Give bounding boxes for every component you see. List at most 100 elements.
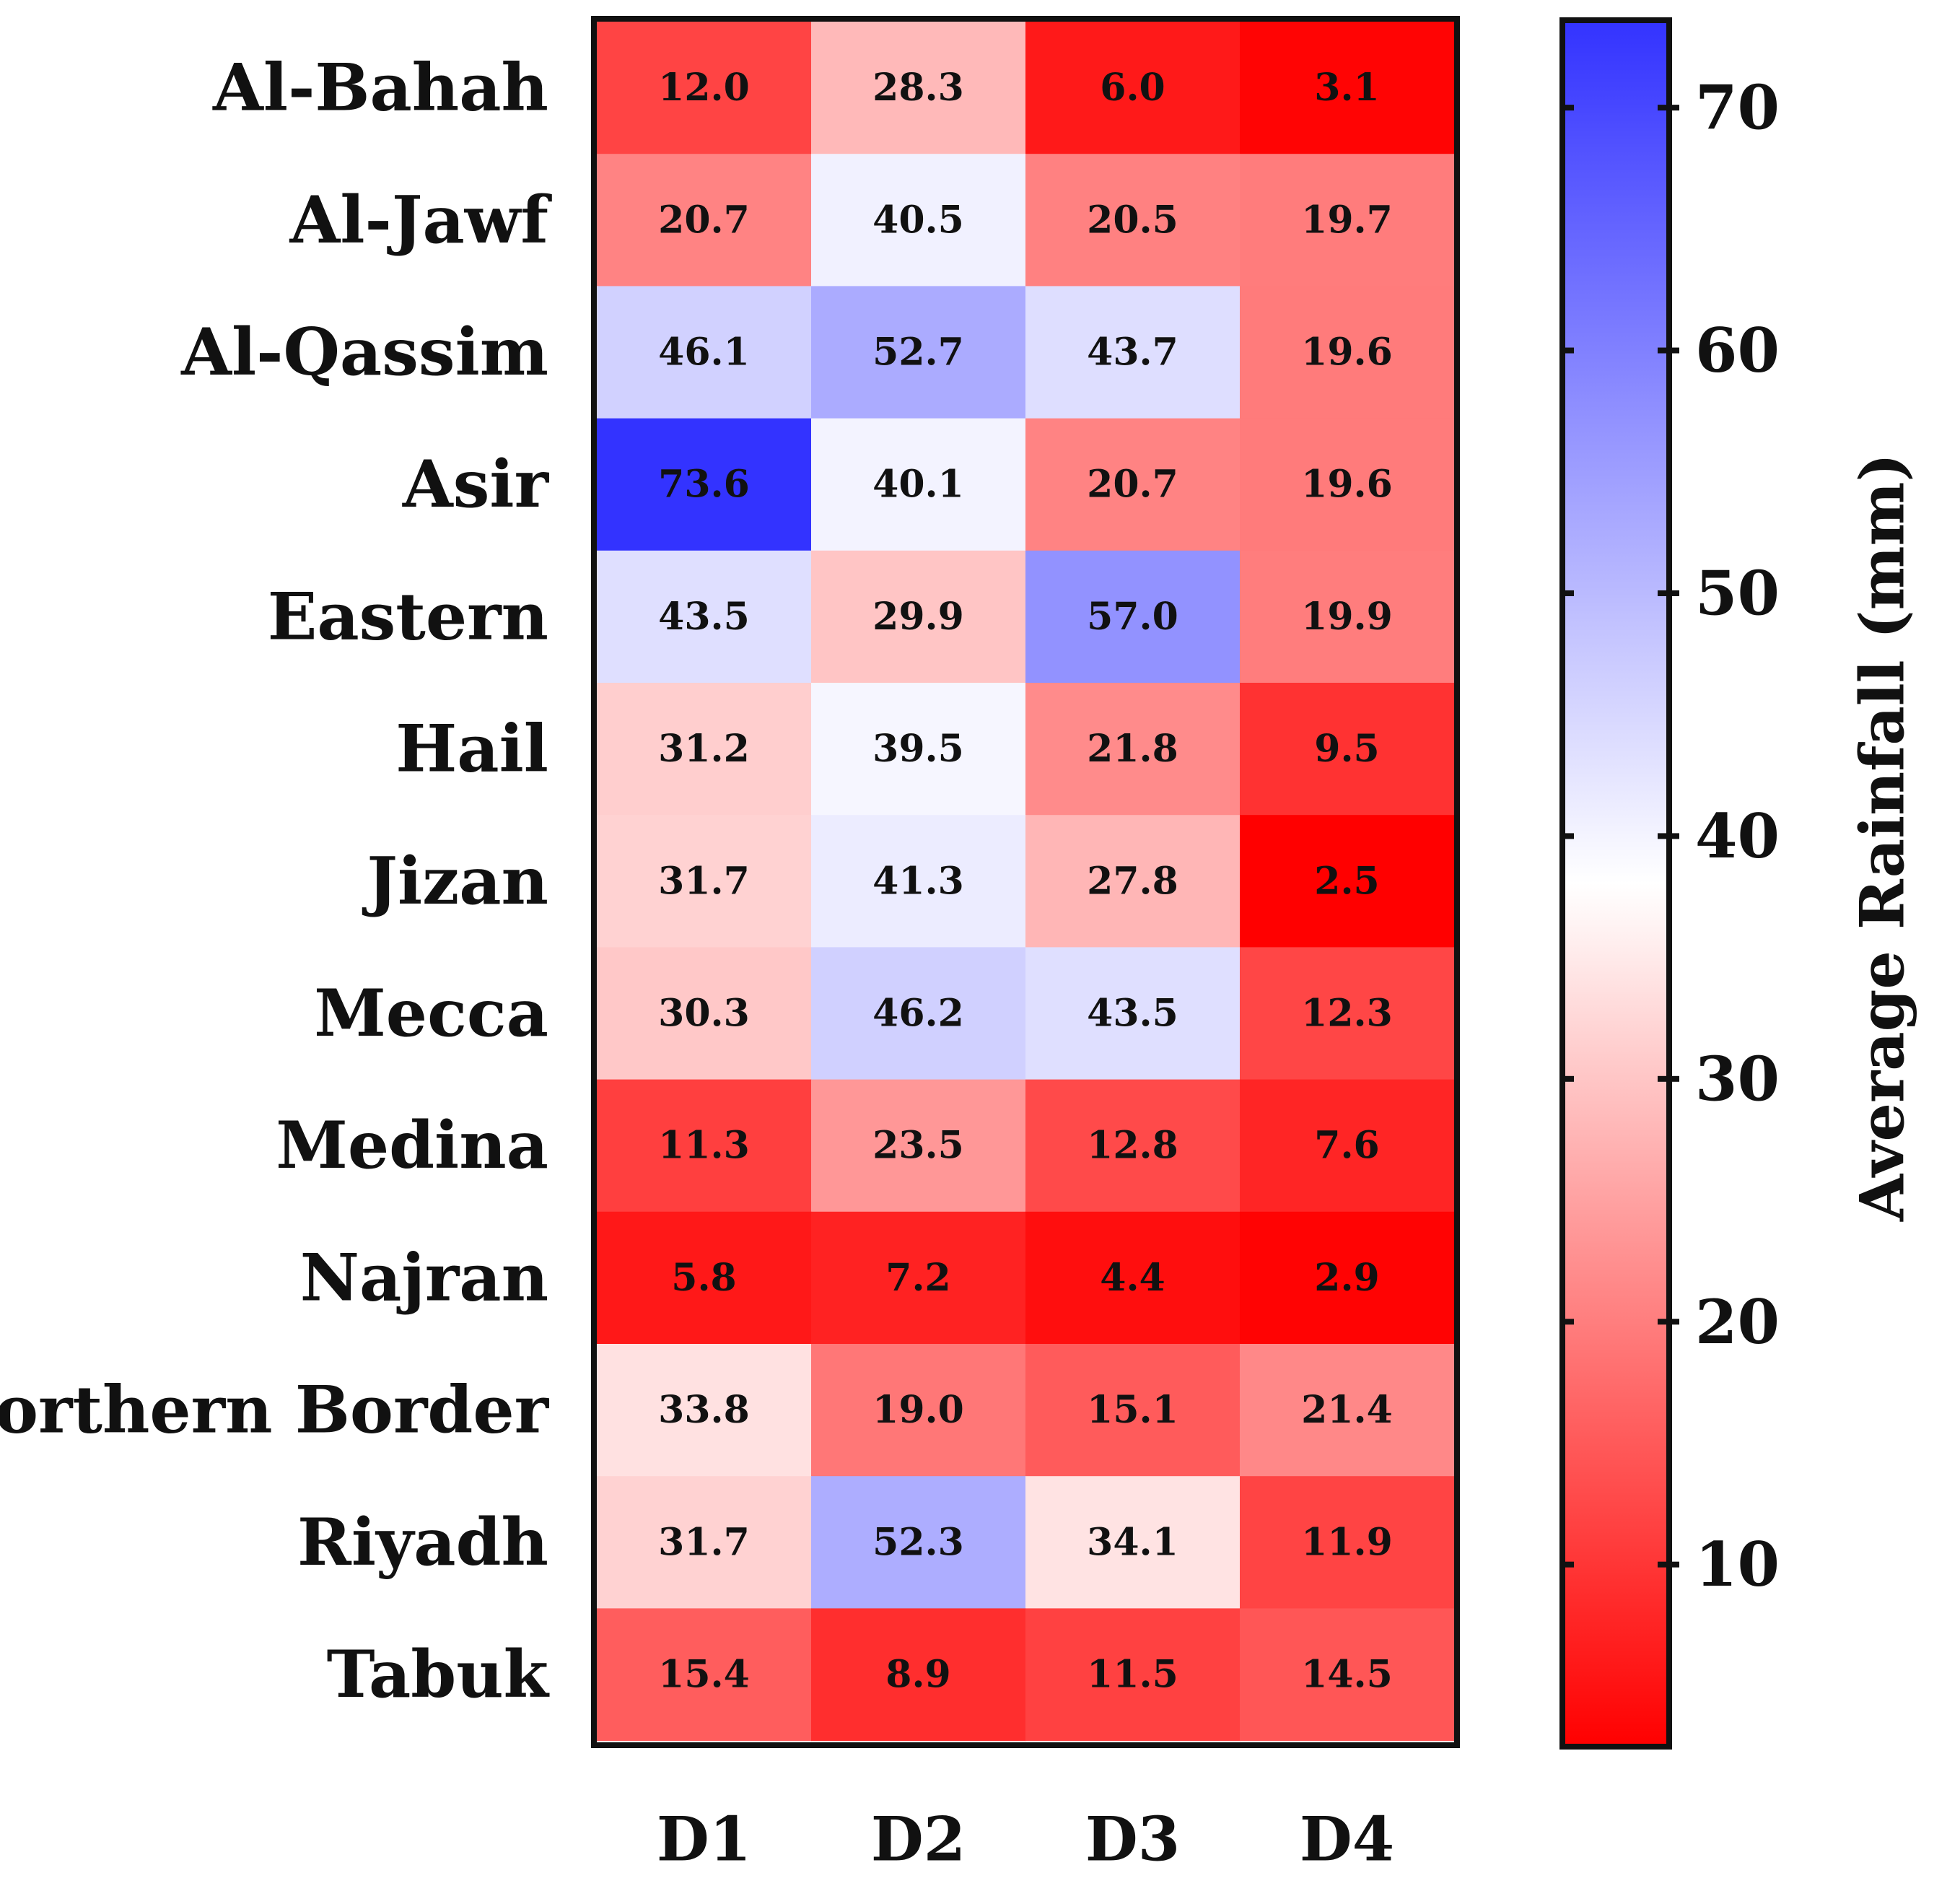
cell-value-label: 27.8 [1087,859,1178,903]
colorbar-tick-label: 10 [1695,1529,1780,1600]
heatmap-cell-eastern-d4 [1240,550,1455,683]
cell-value-label: 14.5 [1301,1653,1393,1697]
row-label-jizan: Jizan [362,843,548,920]
heatmap-cell-eastern-d1 [597,550,812,683]
heatmap-cell-northern-border-d3 [1025,1344,1241,1477]
heatmap-cell-najran-d2 [811,1211,1026,1345]
colorbar-title: Average Rainfall (mm) [1847,453,1918,1222]
heatmap-cell-al-bahah-d2 [811,22,1026,154]
cell-value-label: 4.4 [1100,1256,1165,1300]
cell-value-label: 12.8 [1087,1124,1178,1168]
colorbar-tick-label: 40 [1695,800,1780,872]
cell-value-label: 20.7 [658,198,750,242]
cell-value-label: 29.9 [872,595,964,639]
heatmap-cell-hail-d4 [1240,683,1455,816]
row-label-medina: Medina [276,1107,548,1184]
cell-value-label: 19.9 [1301,595,1393,639]
heatmap-cell-northern-border-d4 [1240,1344,1455,1477]
cell-value-label: 20.7 [1087,463,1178,507]
heatmap-cell-asir-d3 [1025,418,1241,551]
cell-value-label: 20.5 [1087,198,1178,242]
cell-value-label: 73.6 [658,463,750,507]
cell-value-label: 41.3 [872,859,964,903]
heatmap-cell-al-jawf-d2 [811,154,1026,287]
cell-value-label: 5.8 [671,1256,736,1300]
colorbar-gradient [1559,17,1672,1750]
row-label-najran: Najran [300,1239,548,1316]
cell-value-label: 11.9 [1301,1520,1393,1564]
cell-value-label: 46.2 [872,992,964,1036]
heatmap-cell-mecca-d1 [597,947,812,1080]
heatmap-cell-tabuk-d3 [1025,1608,1241,1742]
cell-value-label: 7.6 [1314,1124,1379,1168]
cell-value-label: 23.5 [872,1124,964,1168]
cell-value-label: 21.4 [1301,1388,1393,1432]
cell-value-label: 2.5 [1314,859,1379,903]
heatmap-cell-jizan-d2 [811,815,1026,948]
column-labels: D1 D2 D3 D4 [657,1804,1394,1875]
row-label-asir: Asir [402,446,550,523]
heatmap-cell-jizan-d1 [597,815,812,948]
heatmap-cell-riyadh-d2 [811,1476,1026,1609]
cell-value-label: 12.3 [1301,992,1393,1036]
cell-value-label: 31.7 [658,1520,750,1564]
cell-value-label: 28.3 [872,66,964,110]
colorbar-tick-label: 60 [1695,315,1780,386]
cell-value-label: 21.8 [1087,727,1178,771]
heatmap-cell-al-qassim-d4 [1240,286,1455,419]
cell-value-label: 19.7 [1301,198,1393,242]
heatmap-cell-mecca-d4 [1240,947,1455,1080]
cell-value-label: 9.5 [1314,727,1379,771]
row-label-al-qassim: Al-Qassim [180,314,548,390]
heatmap-cell-al-jawf-d3 [1025,154,1241,287]
heatmap-cell-asir-d4 [1240,418,1455,551]
cell-value-label: 33.8 [658,1388,750,1432]
colorbar: 10 20 30 40 50 60 70 Average Rainfall (mm) [1559,17,1918,1750]
column-label-d2: D2 [871,1804,966,1875]
cell-value-label: 3.1 [1314,66,1379,110]
cell-value-label: 52.3 [872,1520,964,1564]
colorbar-tick-label: 50 [1695,557,1780,629]
heatmap-cell-medina-d2 [811,1079,1026,1213]
column-label-d4: D4 [1300,1804,1394,1875]
heatmap-cell-asir-d2 [811,418,1026,551]
cell-value-label: 12.0 [658,66,750,110]
cell-value-label: 46.1 [658,331,750,375]
heatmap-cell-al-bahah-d4 [1240,22,1455,154]
heatmap-cell-hail-d2 [811,683,1026,816]
cell-value-label: 19.6 [1301,331,1393,375]
colorbar-tick-label: 30 [1695,1043,1780,1114]
heatmap-cell-mecca-d3 [1025,947,1241,1080]
heatmap-cell-tabuk-d4 [1240,1608,1455,1742]
column-label-d3: D3 [1085,1804,1180,1875]
heatmap-cell-riyadh-d1 [597,1476,812,1609]
heatmap-cell-mecca-d2 [811,947,1026,1080]
cell-value-label: 40.1 [872,463,964,507]
heatmap-cell-asir-d1 [597,418,812,551]
cell-value-label: 34.1 [1087,1520,1178,1564]
cell-value-label: 19.0 [872,1388,964,1432]
heatmap-cell-riyadh-d4 [1240,1476,1455,1609]
column-label-d1: D1 [657,1804,751,1875]
cell-value-label: 8.9 [885,1653,950,1697]
row-label-hail: Hail [395,711,548,787]
colorbar-tick-label: 20 [1695,1286,1780,1358]
heatmap-cell-al-qassim-d2 [811,286,1026,419]
heatmap-cell-al-qassim-d1 [597,286,812,419]
cell-value-label: 40.5 [872,198,964,242]
row-label-al-bahah: Al-Bahah [212,50,548,126]
heatmap-cell-hail-d1 [597,683,812,816]
heatmap-cell-medina-d3 [1025,1079,1241,1213]
heatmap-cell-najran-d4 [1240,1211,1455,1345]
cell-value-label: 52.7 [872,331,964,375]
row-label-riyadh: Riyadh [297,1504,548,1581]
cell-value-label: 43.5 [1087,992,1178,1036]
heatmap-frame [591,16,1460,1748]
cell-value-label: 43.7 [1087,331,1178,375]
cell-value-label: 11.3 [658,1124,750,1168]
cell-value-label: 43.5 [658,595,750,639]
row-label-tabuk: Tabuk [327,1636,550,1713]
heatmap-cells: 12.0 28.3 6.0 3.1 20.7 40.5 20.5 19.7 46.1 52.7 43… [597,22,1455,1742]
cell-value-label: 31.7 [658,859,750,903]
heatmap-cell-northern-border-d1 [597,1344,812,1477]
